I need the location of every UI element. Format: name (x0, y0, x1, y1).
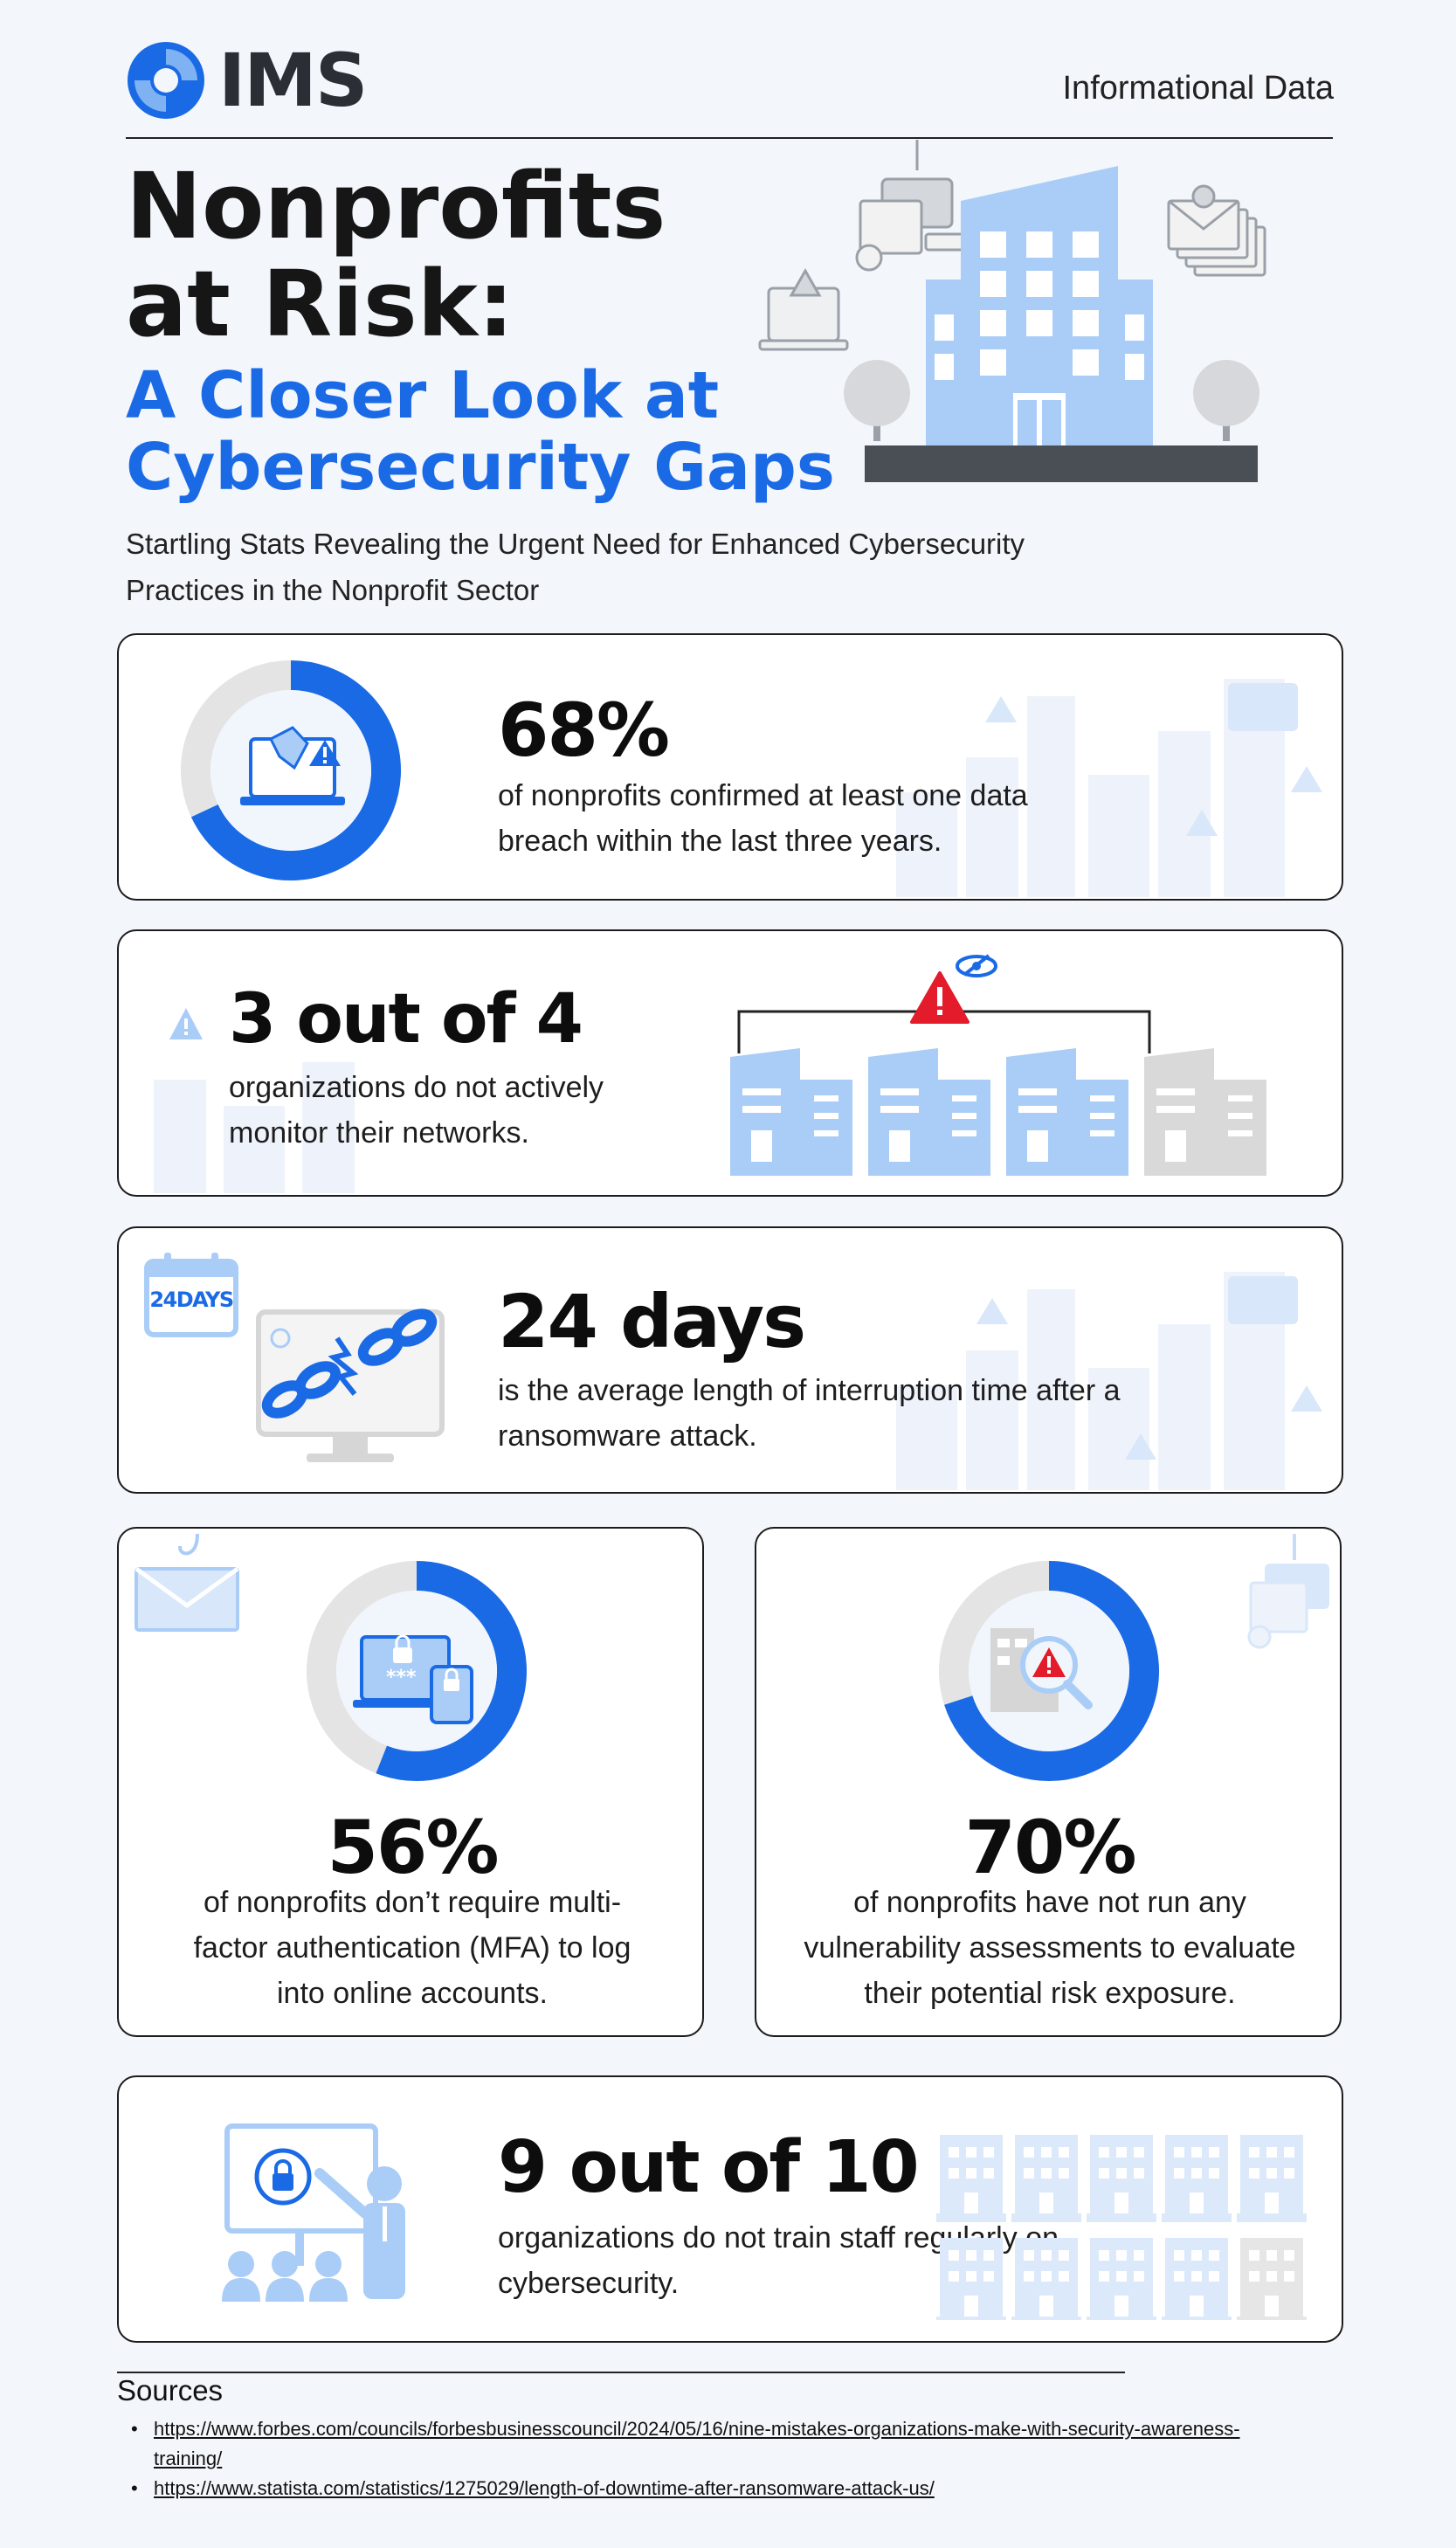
stat-card-training: 9 out of 10 organizations do not train s… (117, 2075, 1343, 2343)
page-title: Nonprofits at Risk: (126, 157, 666, 353)
building-icon (1162, 2238, 1232, 2320)
building-icon (1237, 2238, 1307, 2320)
eye-slash-icon (956, 954, 997, 977)
stat-text-vulnerability: of nonprofits have not run any vulnerabi… (804, 1886, 1296, 2010)
stat-text-downtime: is the average length of interruption ti… (498, 1374, 1121, 1453)
email-hook-icon (135, 1533, 239, 1632)
logo-text: IMS (218, 38, 368, 123)
stat-value-monitor: 3 out of 4 (229, 980, 583, 1059)
buildings-3-of-4-illustration (730, 954, 1266, 1176)
source-link[interactable]: https://www.statista.com/statistics/1275… (131, 2474, 1266, 2503)
warning-triangle-icon (169, 1008, 203, 1039)
stat-card-downtime: 24DAYS 24 days is the average length of … (117, 1226, 1343, 1494)
stat-card-mfa: *** 56% of nonprofits don’t require mult… (117, 1527, 704, 2037)
stat-card-vulnerability: 70% of nonprofits have not run any vulne… (755, 1527, 1342, 2037)
building-illustration (758, 140, 1266, 482)
sources-list: https://www.forbes.com/councils/forbesbu… (131, 2414, 1266, 2503)
subtitle-line-2: Cybersecurity Gaps (126, 430, 835, 505)
phishing-hook-icon (855, 140, 970, 272)
building-icon (730, 1048, 852, 1176)
page-subtitle: A Closer Look at Cybersecurity Gaps (126, 360, 835, 503)
mail-stack-icon (1167, 184, 1266, 277)
stat-value-breach: 68% (498, 687, 670, 773)
city-skyline-decoration (896, 679, 1322, 897)
building-icon (1087, 2238, 1156, 2320)
subtitle-line-1: A Closer Look at (126, 358, 720, 433)
building-icon (1162, 2135, 1232, 2222)
city-skyline-decoration (896, 1272, 1322, 1490)
svg-text:***: *** (386, 1667, 417, 1688)
donut-56-percent: *** (307, 1561, 527, 1781)
buildings-9-of-10-illustration (936, 2135, 1307, 2320)
background-buildings-decoration (154, 1062, 355, 1193)
password-lock-icon: *** (353, 1634, 473, 1724)
sources-divider (117, 2372, 1125, 2373)
building-icon (1237, 2135, 1307, 2222)
donut-70-percent (939, 1561, 1159, 1781)
laptop-alert-icon (758, 267, 849, 351)
magnifier-alert-icon (990, 1628, 1093, 1712)
header-divider (126, 137, 1333, 139)
alert-triangle-icon (910, 971, 970, 1024)
building-icon (1011, 2238, 1081, 2320)
building-icon (1087, 2135, 1156, 2222)
stat-text-mfa: of nonprofits don’t require multi-factor… (193, 1886, 631, 2010)
stat-text-training: organizations do not train staff regular… (498, 2221, 1059, 2300)
donut-68-percent (181, 660, 401, 880)
ims-logo: IMS (126, 38, 388, 123)
stat-value-training: 9 out of 10 (498, 2126, 920, 2209)
building-icon (868, 1048, 990, 1176)
stat-value-mfa: 56% (327, 1805, 499, 1890)
stat-card-breach: 68% of nonprofits confirmed at least one… (117, 633, 1343, 901)
building-icon (936, 2135, 1006, 2222)
header-tagline: Informational Data (1062, 70, 1335, 107)
laptop-warning-icon (240, 726, 345, 805)
source-link[interactable]: https://www.forbes.com/councils/forbesbu… (131, 2414, 1266, 2474)
building-icon (1144, 1048, 1266, 1176)
calendar-icon: 24DAYS (143, 1251, 239, 1338)
stat-text-breach: of nonprofits confirmed at least one dat… (498, 779, 1028, 858)
sources-title: Sources (117, 2374, 224, 2406)
stat-card-monitor: 3 out of 4 organizations do not actively… (117, 929, 1343, 1197)
training-presentation-icon (222, 2123, 405, 2302)
title-line-2: at Risk: (126, 251, 514, 357)
ims-logo-icon (128, 42, 204, 119)
stat-value-vulnerability: 70% (964, 1805, 1136, 1890)
building-icon (1006, 1048, 1128, 1176)
building-icon (1011, 2135, 1081, 2222)
stat-value-downtime: 24 days (498, 1279, 806, 1364)
phishing-hook-decoration (1247, 1534, 1329, 1649)
stat-text-monitor: organizations do not actively monitor th… (229, 1071, 604, 1150)
title-line-1: Nonprofits (126, 153, 666, 259)
calendar-label: 24DAYS (149, 1288, 234, 1312)
building-icon (936, 2238, 1006, 2320)
intro-text: Startling Stats Revealing the Urgent Nee… (126, 528, 1025, 606)
broken-chain-monitor-icon (256, 1309, 445, 1462)
